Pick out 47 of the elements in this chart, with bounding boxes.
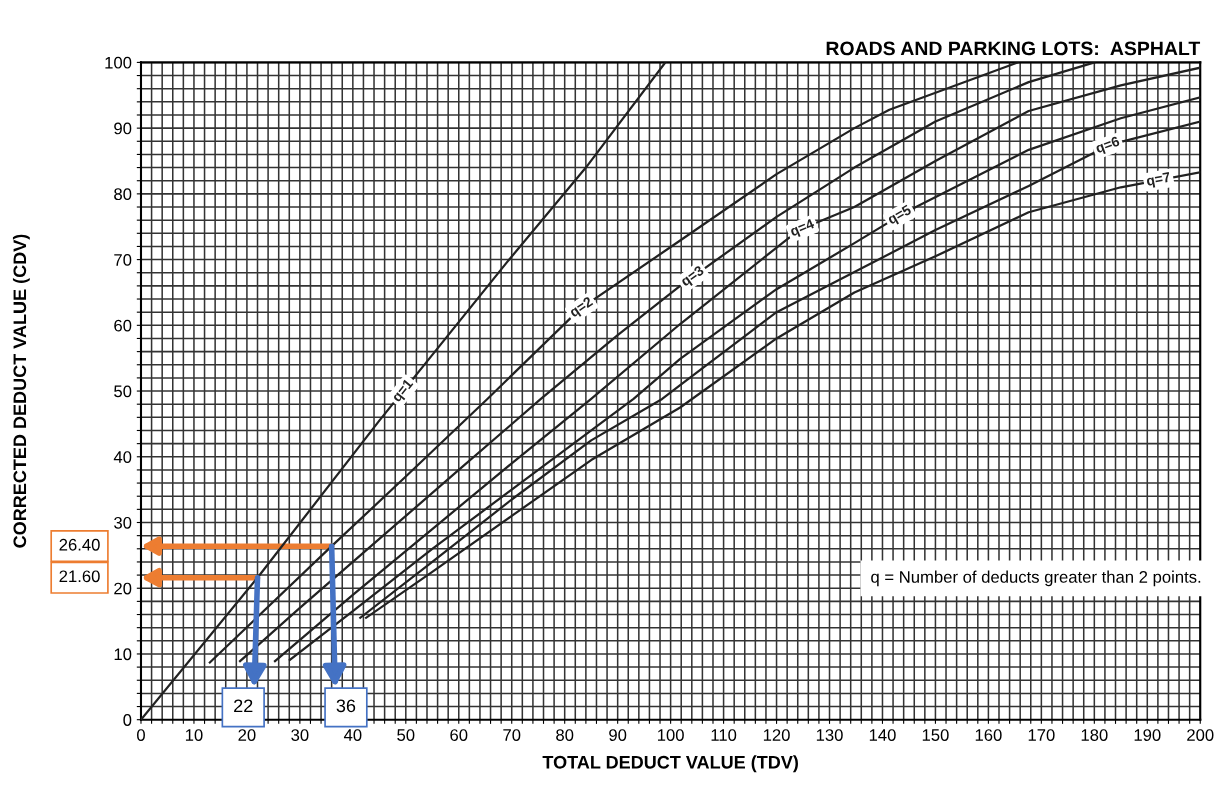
x-tick-label: 100 [657, 729, 684, 741]
x-tick-label: 20 [238, 729, 256, 741]
annotation: 36 [336, 699, 356, 713]
text: q=1 [391, 378, 416, 405]
text: 26.40 [59, 538, 100, 551]
series-label: q=2 [568, 296, 595, 320]
series-label: q=5 [886, 204, 914, 227]
x-tick-label: 140 [869, 729, 896, 741]
x-tick-label: 190 [1134, 729, 1161, 741]
y-tick-label: 90 [114, 122, 132, 135]
y-tick-label: 10 [114, 648, 132, 661]
x-tick-label: 130 [816, 729, 843, 741]
x-tick-label: 150 [922, 729, 949, 741]
x-axis-title: TOTAL DEDUCT VALUE (TDV) [542, 755, 798, 773]
x-tick-label: 90 [609, 729, 627, 741]
x-tick-label: 60 [450, 729, 468, 741]
y-tick-label: 100 [105, 56, 132, 69]
series-label: q=6 [1094, 136, 1122, 156]
x-tick-label: 120 [763, 729, 790, 741]
x-tick-label: 170 [1028, 729, 1055, 741]
text: q=3 [679, 265, 707, 289]
annotation: q = Number of deducts greater than 2 points. [871, 570, 1201, 587]
x-tick-label: 30 [291, 729, 309, 741]
x-tick-label: 110 [711, 729, 737, 741]
y-tick-label: 30 [114, 516, 132, 529]
y-tick-label: 50 [114, 385, 132, 398]
chart-title: ROADS AND PARKING LOTS: ASPHALT [826, 41, 1201, 56]
x-tick-label: 80 [556, 729, 574, 741]
text: 21.60 [59, 570, 100, 583]
series-label: q=4 [789, 218, 817, 239]
text: q=7 [1146, 172, 1172, 189]
x-tick-label: 70 [503, 729, 521, 741]
x-tick-label: 40 [343, 729, 362, 741]
y-tick-label: 40 [113, 451, 132, 463]
y-tick-label: 60 [114, 319, 132, 332]
x-tick-label: 50 [397, 729, 415, 741]
y-tick-label: 0 [123, 714, 132, 726]
x-tick-label: 160 [975, 729, 1002, 741]
x-tick-label: 180 [1081, 729, 1108, 741]
x-tick-label: 0 [137, 729, 145, 741]
x-tick-label: 200 [1187, 729, 1214, 741]
annotation: 22 [234, 699, 253, 712]
y-tick-label: 70 [114, 254, 132, 266]
x-tick-label: 10 [185, 729, 203, 741]
y-tick-label: 20 [114, 582, 132, 595]
y-tick-label: 80 [114, 188, 132, 201]
y-axis-title: CORRECTED DEDUCT VALUE (CDV) [12, 234, 30, 548]
